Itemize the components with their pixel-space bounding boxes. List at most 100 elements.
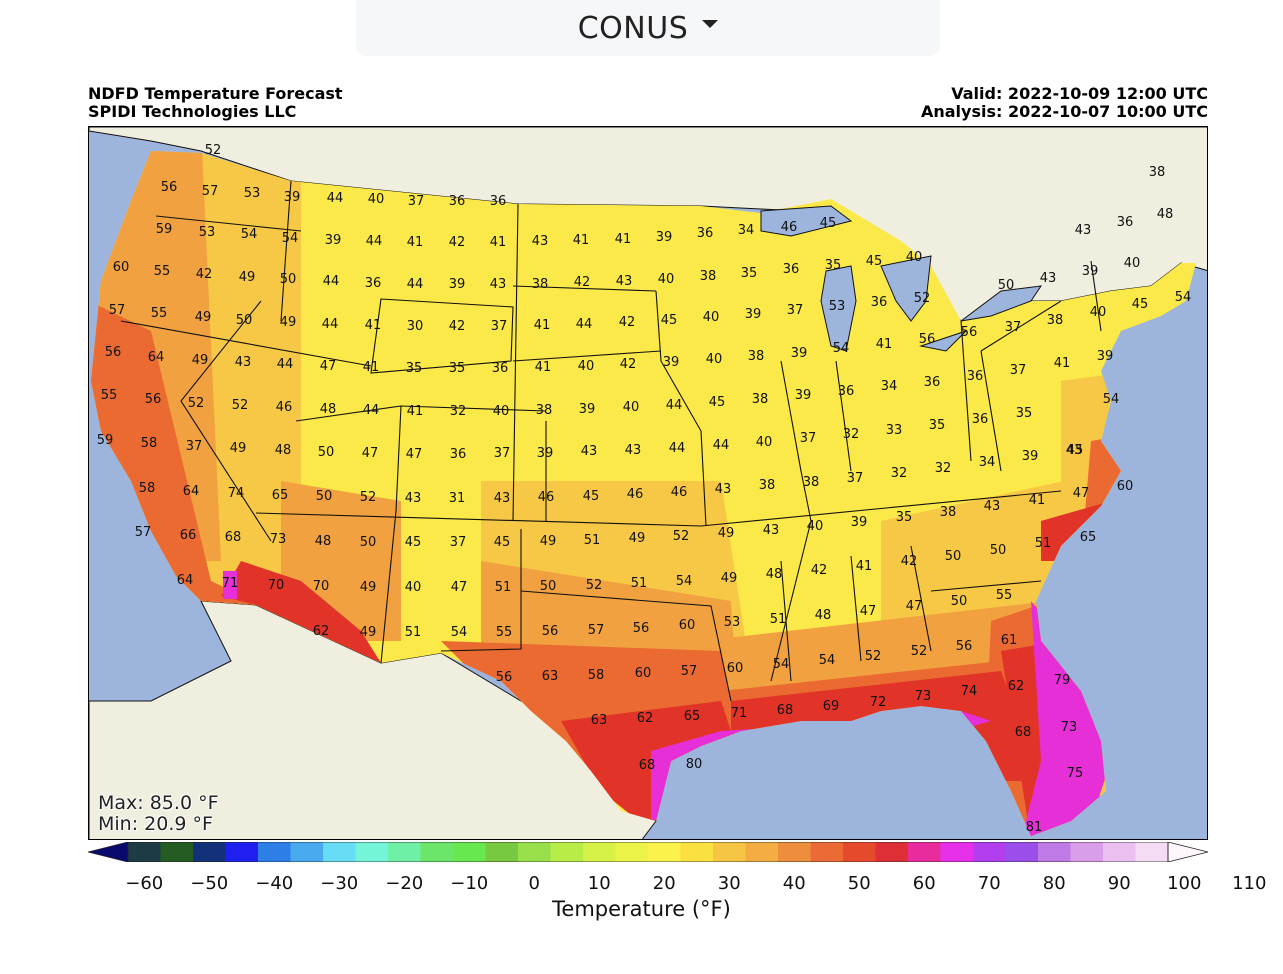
temperature-label: 64 xyxy=(183,484,200,499)
temperature-label: 34 xyxy=(979,455,996,470)
temperature-label: 38 xyxy=(940,505,957,520)
temperature-label: 68 xyxy=(777,703,794,718)
temperature-label: 37 xyxy=(491,319,508,334)
temperature-label: 37 xyxy=(186,439,203,454)
valid-time: Valid: 2022-10-09 12:00 UTC xyxy=(951,84,1208,103)
temperature-label: 37 xyxy=(847,471,864,486)
temp-zone-hot xyxy=(221,561,381,663)
colorbar-swatch xyxy=(1103,842,1136,862)
temperature-label: 41 xyxy=(407,235,424,250)
temperature-label: 54 xyxy=(1175,290,1192,305)
temperature-label: 39 xyxy=(795,388,812,403)
temperature-label: 40 xyxy=(658,272,675,287)
temperature-labels: 52 56 57 53 39 44 40 37 36 36 59 53 54 54 39 44 41 42 41 43… xyxy=(97,143,1192,835)
temperature-label: 66 xyxy=(180,528,197,543)
temperature-label: 51 xyxy=(495,580,512,595)
temperature-label: 49 xyxy=(239,270,256,285)
temperature-label: 37 xyxy=(787,303,804,318)
colorbar-swatch xyxy=(420,842,454,862)
colorbar-tick-label: −60 xyxy=(125,873,164,894)
temperature-label: 40 xyxy=(906,250,923,265)
temperature-label: 70 xyxy=(268,578,285,593)
colorbar-swatch xyxy=(648,842,681,862)
temperature-label: 46 xyxy=(276,400,293,415)
temperature-label: 32 xyxy=(891,466,908,481)
temperature-label: 69 xyxy=(823,699,840,714)
temperature-label: 45 xyxy=(1132,297,1149,312)
colorbar-swatch xyxy=(583,842,616,862)
temperature-label: 52 xyxy=(360,490,377,505)
temperature-label: 52 xyxy=(205,143,222,158)
temperature-label: 41 xyxy=(573,233,590,248)
colorbar-swatch xyxy=(908,842,941,862)
temperature-label: 45 xyxy=(583,489,600,504)
region-select[interactable]: CONUS xyxy=(356,0,940,56)
stats-overlay: Max: 85.0 °F Min: 20.9 °F xyxy=(98,793,219,835)
temperature-label: 47 xyxy=(320,359,337,374)
colorbar-swatch xyxy=(713,842,746,862)
temperature-label: 44 xyxy=(666,398,683,413)
colorbar-scale xyxy=(88,842,1208,862)
colorbar-tick-label: 80 xyxy=(1042,873,1066,894)
temperature-label: 45 xyxy=(866,254,883,269)
temperature-label: 41 xyxy=(363,360,380,375)
temperature-label: 73 xyxy=(270,532,287,547)
colorbar-swatch xyxy=(453,842,486,862)
temperature-label: 53 xyxy=(199,225,216,240)
temperature-label: 50 xyxy=(360,535,377,550)
temperature-label: 50 xyxy=(316,489,333,504)
chevron-down-icon xyxy=(702,20,719,28)
map-title: NDFD Temperature Forecast xyxy=(88,84,343,103)
temperature-label: 58 xyxy=(588,668,605,683)
temperature-label: 38 xyxy=(748,349,765,364)
colorbar-min-arrow xyxy=(88,842,129,862)
temperature-label: 41 xyxy=(490,235,507,250)
temperature-label: 71 xyxy=(222,576,239,591)
temperature-label: 71 xyxy=(731,706,748,721)
state-boundaries xyxy=(120,180,1102,702)
colorbar-tick-label: −40 xyxy=(255,873,294,894)
temperature-label: 51 xyxy=(1035,536,1052,551)
colorbar-swatch xyxy=(1005,842,1039,862)
temperature-label: 54 xyxy=(1103,392,1120,407)
temp-zone-very-hot xyxy=(1021,601,1111,836)
temperature-label: 45 xyxy=(661,313,678,328)
temperature-label: 43 xyxy=(984,499,1001,514)
temperature-label: 72 xyxy=(870,695,887,710)
temp-zone-very-hot xyxy=(223,571,237,599)
temperature-label: 44 xyxy=(327,191,344,206)
temperature-label: 48 xyxy=(766,567,783,582)
colorbar-tick-label: 110 xyxy=(1232,873,1267,894)
temperature-label: 44 xyxy=(669,441,686,456)
temperature-label: 36 xyxy=(490,194,507,209)
temperature-label: 55 xyxy=(996,588,1013,603)
temperature-label: 43 xyxy=(1075,223,1092,238)
colorbar-max-arrow xyxy=(1167,842,1208,862)
temperature-label: 44 xyxy=(277,357,294,372)
temperature-label: 35 xyxy=(1016,406,1033,421)
colorbar-tick-label: −20 xyxy=(385,873,424,894)
temperature-label: 68 xyxy=(639,758,656,773)
temperature-label: 48 xyxy=(815,608,832,623)
temperature-label: 54 xyxy=(833,341,850,356)
temperature-label: 68 xyxy=(225,530,242,545)
colorbar-swatch xyxy=(128,842,161,862)
temperature-label: 61 xyxy=(1001,633,1018,648)
temperature-label: 51 xyxy=(631,576,648,591)
temperature-label: 56 xyxy=(956,639,973,654)
temperature-label: 43 xyxy=(715,482,732,497)
temperature-label: 65 xyxy=(272,488,289,503)
temperature-label: 43 xyxy=(405,491,422,506)
temperature-label: 53 xyxy=(244,186,261,201)
temperature-label: 68 xyxy=(1015,725,1032,740)
temperature-label: 73 xyxy=(1061,720,1078,735)
temperature-label: 39 xyxy=(1082,264,1099,279)
temperature-label: 60 xyxy=(1117,479,1134,494)
temperature-label: 46 xyxy=(538,490,555,505)
temperature-label: 44 xyxy=(366,234,383,249)
temperature-label: 58 xyxy=(141,436,158,451)
temperature-label: 43 xyxy=(235,355,252,370)
temperature-label: 54 xyxy=(773,657,790,672)
temperature-label: 37 xyxy=(408,194,425,209)
temperature-label: 50 xyxy=(990,543,1007,558)
